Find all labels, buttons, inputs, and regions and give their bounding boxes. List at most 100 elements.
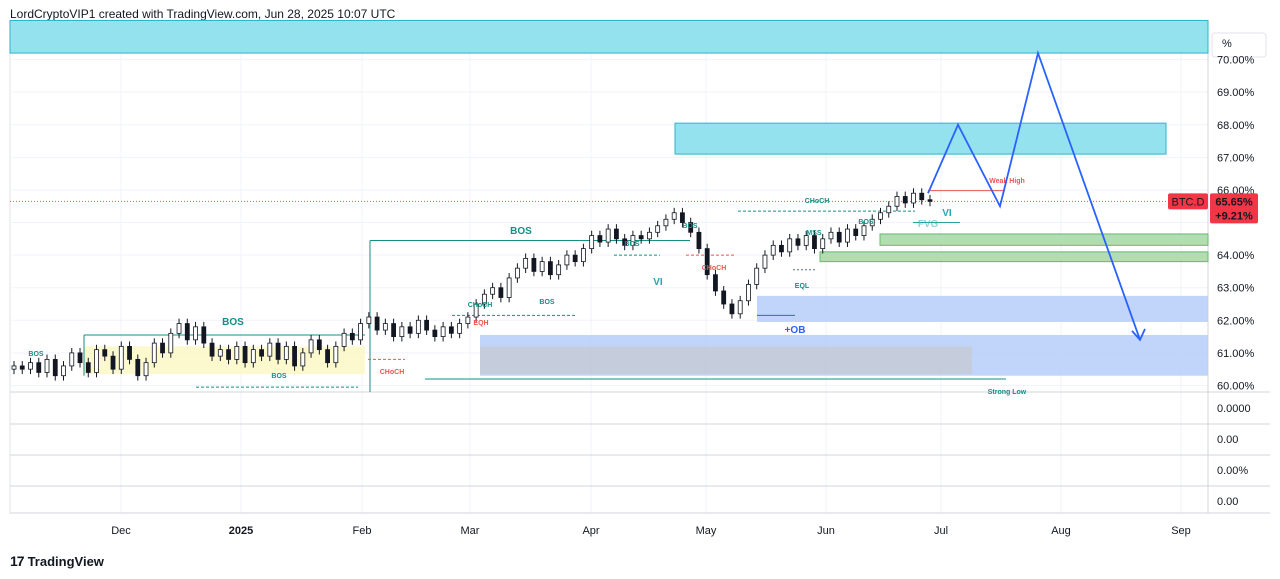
candle-body — [267, 342, 273, 357]
candle — [894, 191, 900, 212]
candle-body — [671, 212, 677, 220]
candle-body — [737, 300, 743, 315]
candle-body — [878, 212, 883, 220]
candle-body — [193, 326, 198, 341]
candle-body — [11, 365, 17, 370]
annotation--ob: +OB — [785, 325, 806, 336]
y-tick-label: 60.00% — [1217, 380, 1255, 392]
candle-body — [638, 235, 644, 240]
candle-body — [440, 326, 446, 337]
candle — [803, 230, 809, 251]
annotation-bos: BOS — [624, 241, 640, 248]
candle — [424, 315, 430, 335]
candle — [630, 230, 636, 251]
candle-body — [605, 228, 611, 243]
candle — [283, 341, 289, 365]
candle — [349, 328, 355, 345]
candle — [721, 286, 727, 309]
candle-body — [902, 196, 908, 204]
tradingview-wordmark: TradingView — [27, 553, 104, 569]
candle — [44, 354, 50, 378]
candle — [226, 344, 231, 365]
candle — [300, 348, 306, 371]
annotation-mss: MSS — [806, 230, 822, 237]
candle — [391, 318, 397, 342]
candle-body — [688, 222, 694, 233]
candle-body — [94, 349, 99, 373]
candle-body — [292, 345, 297, 367]
annotation-vi: VI — [942, 208, 952, 219]
candle-body — [547, 261, 553, 276]
candle — [704, 243, 710, 280]
candle — [316, 334, 322, 355]
candle-body — [779, 244, 784, 253]
price-unit-label: % — [1222, 38, 1232, 50]
candle — [19, 361, 25, 375]
candle — [432, 325, 438, 342]
candle-body — [647, 231, 652, 240]
candle — [259, 344, 264, 362]
candle — [779, 240, 784, 257]
candle — [36, 357, 42, 378]
candle-body — [663, 218, 669, 227]
candle — [581, 243, 586, 267]
candle-body — [242, 345, 248, 364]
annotation-bos: BOS — [682, 223, 698, 230]
candle-body — [531, 257, 537, 272]
candle — [523, 253, 529, 274]
annotation-choch: CHoCH — [468, 302, 493, 309]
candle — [729, 299, 735, 319]
candle-body — [704, 248, 710, 276]
x-tick-label: Apr — [582, 525, 599, 537]
candle — [448, 321, 454, 339]
candle-body — [391, 323, 397, 337]
candle — [176, 318, 182, 339]
candle-body — [349, 332, 355, 341]
annotation-eqh: EQH — [473, 320, 488, 327]
candle — [605, 224, 611, 247]
candle-body — [894, 196, 900, 207]
candle — [828, 227, 834, 244]
candle — [217, 344, 223, 362]
candle-body — [341, 332, 347, 347]
candle — [539, 256, 545, 277]
candle-body — [184, 323, 190, 341]
candle-body — [135, 359, 141, 377]
candle-body — [28, 362, 33, 370]
candle — [473, 299, 479, 322]
candle-body — [572, 254, 578, 263]
candle-body — [680, 212, 685, 223]
candle — [242, 341, 248, 368]
candle — [308, 334, 314, 358]
candle — [564, 250, 570, 270]
candle — [878, 207, 883, 225]
y-tick-label: 64.00% — [1217, 250, 1255, 262]
candle — [267, 338, 273, 362]
candle — [869, 214, 875, 231]
candle — [358, 318, 363, 345]
candle-body — [614, 228, 619, 240]
candle — [696, 227, 702, 254]
candle — [671, 207, 677, 225]
candle — [69, 348, 75, 371]
candle — [201, 321, 207, 349]
candle-body — [581, 248, 586, 263]
candle — [160, 338, 165, 358]
candle-body — [448, 326, 454, 334]
x-tick-label: Mar — [461, 525, 480, 537]
candle-body — [415, 319, 421, 334]
candle — [737, 295, 743, 319]
candle-body — [275, 342, 281, 360]
candle — [902, 191, 908, 208]
zone-top-cyan — [9, 19, 1209, 54]
candle-body — [316, 339, 322, 351]
candle-body — [44, 359, 50, 373]
symbol-tag-text: BTC.D — [1172, 196, 1205, 208]
candle-body — [754, 267, 760, 285]
candle-body — [746, 284, 751, 302]
x-tick-label: Jul — [934, 525, 948, 537]
candle — [572, 250, 578, 267]
x-tick-label: Sep — [1171, 525, 1191, 537]
candle — [465, 312, 471, 329]
